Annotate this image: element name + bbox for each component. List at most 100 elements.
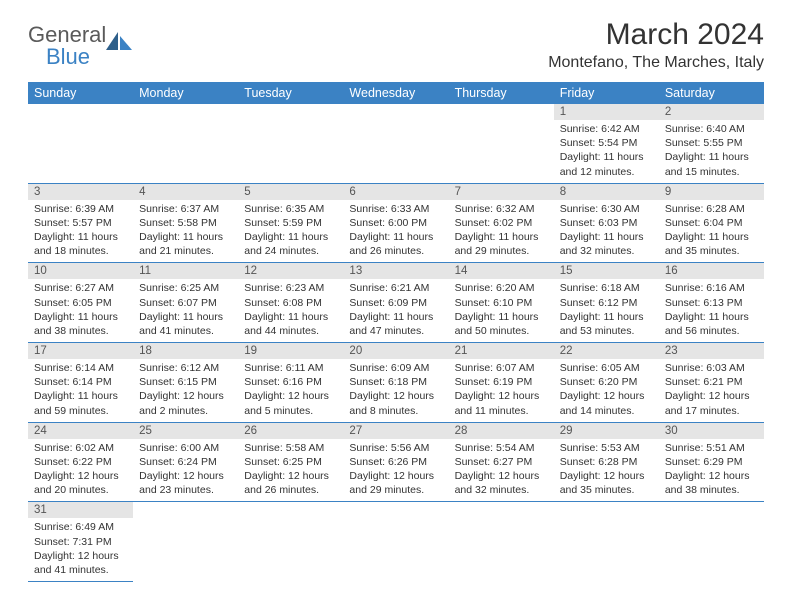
day-number: 21 (449, 343, 554, 359)
calendar-table: SundayMondayTuesdayWednesdayThursdayFrid… (28, 82, 764, 582)
day-number: 1 (554, 104, 659, 120)
day-info: Sunrise: 6:49 AMSunset: 7:31 PMDaylight:… (28, 518, 133, 581)
day-number: 25 (133, 423, 238, 439)
day-number: 10 (28, 263, 133, 279)
day-info: Sunrise: 5:54 AMSunset: 6:27 PMDaylight:… (449, 439, 554, 502)
day-info: Sunrise: 6:39 AMSunset: 5:57 PMDaylight:… (28, 200, 133, 263)
day-info: Sunrise: 6:18 AMSunset: 6:12 PMDaylight:… (554, 279, 659, 342)
day-number: 27 (343, 423, 448, 439)
day-info: Sunrise: 6:03 AMSunset: 6:21 PMDaylight:… (659, 359, 764, 422)
day-info: Sunrise: 5:56 AMSunset: 6:26 PMDaylight:… (343, 439, 448, 502)
day-number: 19 (238, 343, 343, 359)
day-number: 31 (28, 502, 133, 518)
day-number: 23 (659, 343, 764, 359)
logo-sail-icon (104, 30, 136, 52)
calendar-cell: 2Sunrise: 6:40 AMSunset: 5:55 PMDaylight… (659, 104, 764, 183)
calendar-cell: 1Sunrise: 6:42 AMSunset: 5:54 PMDaylight… (554, 104, 659, 183)
calendar-cell: 8Sunrise: 6:30 AMSunset: 6:03 PMDaylight… (554, 183, 659, 263)
calendar-cell: .. (659, 502, 764, 582)
calendar-cell: 13Sunrise: 6:21 AMSunset: 6:09 PMDayligh… (343, 263, 448, 343)
calendar-cell: .. (343, 104, 448, 183)
day-number: 5 (238, 184, 343, 200)
weekday-header: Friday (554, 82, 659, 104)
day-info: Sunrise: 5:51 AMSunset: 6:29 PMDaylight:… (659, 439, 764, 502)
calendar-cell: .. (133, 502, 238, 582)
day-number: 15 (554, 263, 659, 279)
day-number: 16 (659, 263, 764, 279)
calendar-cell: .. (238, 104, 343, 183)
calendar-cell: 11Sunrise: 6:25 AMSunset: 6:07 PMDayligh… (133, 263, 238, 343)
calendar-cell: 21Sunrise: 6:07 AMSunset: 6:19 PMDayligh… (449, 343, 554, 423)
calendar-cell: .. (449, 502, 554, 582)
calendar-row: 24Sunrise: 6:02 AMSunset: 6:22 PMDayligh… (28, 422, 764, 502)
day-number: 14 (449, 263, 554, 279)
day-info: Sunrise: 6:33 AMSunset: 6:00 PMDaylight:… (343, 200, 448, 263)
day-info: Sunrise: 6:02 AMSunset: 6:22 PMDaylight:… (28, 439, 133, 502)
calendar-cell: 12Sunrise: 6:23 AMSunset: 6:08 PMDayligh… (238, 263, 343, 343)
day-number: 30 (659, 423, 764, 439)
calendar-cell: 24Sunrise: 6:02 AMSunset: 6:22 PMDayligh… (28, 422, 133, 502)
calendar-cell: 31Sunrise: 6:49 AMSunset: 7:31 PMDayligh… (28, 502, 133, 582)
day-number: 29 (554, 423, 659, 439)
day-info: Sunrise: 6:32 AMSunset: 6:02 PMDaylight:… (449, 200, 554, 263)
calendar-cell: 30Sunrise: 5:51 AMSunset: 6:29 PMDayligh… (659, 422, 764, 502)
calendar-cell: 6Sunrise: 6:33 AMSunset: 6:00 PMDaylight… (343, 183, 448, 263)
calendar-cell: 22Sunrise: 6:05 AMSunset: 6:20 PMDayligh… (554, 343, 659, 423)
day-number: 6 (343, 184, 448, 200)
day-info: Sunrise: 6:23 AMSunset: 6:08 PMDaylight:… (238, 279, 343, 342)
calendar-cell: 3Sunrise: 6:39 AMSunset: 5:57 PMDaylight… (28, 183, 133, 263)
day-number: 11 (133, 263, 238, 279)
calendar-head: SundayMondayTuesdayWednesdayThursdayFrid… (28, 82, 764, 104)
day-info: Sunrise: 6:42 AMSunset: 5:54 PMDaylight:… (554, 120, 659, 183)
day-info: Sunrise: 6:05 AMSunset: 6:20 PMDaylight:… (554, 359, 659, 422)
calendar-cell: .. (133, 104, 238, 183)
day-info: Sunrise: 6:09 AMSunset: 6:18 PMDaylight:… (343, 359, 448, 422)
day-info: Sunrise: 6:16 AMSunset: 6:13 PMDaylight:… (659, 279, 764, 342)
calendar-cell: 17Sunrise: 6:14 AMSunset: 6:14 PMDayligh… (28, 343, 133, 423)
day-number: 24 (28, 423, 133, 439)
weekday-header: Wednesday (343, 82, 448, 104)
day-info: Sunrise: 6:40 AMSunset: 5:55 PMDaylight:… (659, 120, 764, 183)
calendar-cell: 14Sunrise: 6:20 AMSunset: 6:10 PMDayligh… (449, 263, 554, 343)
calendar-row: 3Sunrise: 6:39 AMSunset: 5:57 PMDaylight… (28, 183, 764, 263)
day-number: 8 (554, 184, 659, 200)
logo-word1: General (28, 24, 106, 46)
day-number: 26 (238, 423, 343, 439)
day-info: Sunrise: 5:58 AMSunset: 6:25 PMDaylight:… (238, 439, 343, 502)
day-number: 9 (659, 184, 764, 200)
weekday-header: Saturday (659, 82, 764, 104)
calendar-row: ..........1Sunrise: 6:42 AMSunset: 5:54 … (28, 104, 764, 183)
calendar-cell: 19Sunrise: 6:11 AMSunset: 6:16 PMDayligh… (238, 343, 343, 423)
day-info: Sunrise: 6:14 AMSunset: 6:14 PMDaylight:… (28, 359, 133, 422)
calendar-cell: 7Sunrise: 6:32 AMSunset: 6:02 PMDaylight… (449, 183, 554, 263)
day-info: Sunrise: 6:07 AMSunset: 6:19 PMDaylight:… (449, 359, 554, 422)
day-info: Sunrise: 6:35 AMSunset: 5:59 PMDaylight:… (238, 200, 343, 263)
calendar-row: 10Sunrise: 6:27 AMSunset: 6:05 PMDayligh… (28, 263, 764, 343)
weekday-header: Tuesday (238, 82, 343, 104)
day-info: Sunrise: 6:00 AMSunset: 6:24 PMDaylight:… (133, 439, 238, 502)
day-info: Sunrise: 6:37 AMSunset: 5:58 PMDaylight:… (133, 200, 238, 263)
day-info: Sunrise: 5:53 AMSunset: 6:28 PMDaylight:… (554, 439, 659, 502)
calendar-cell: 18Sunrise: 6:12 AMSunset: 6:15 PMDayligh… (133, 343, 238, 423)
calendar-cell: 23Sunrise: 6:03 AMSunset: 6:21 PMDayligh… (659, 343, 764, 423)
calendar-cell: 28Sunrise: 5:54 AMSunset: 6:27 PMDayligh… (449, 422, 554, 502)
calendar-cell: .. (554, 502, 659, 582)
day-info: Sunrise: 6:27 AMSunset: 6:05 PMDaylight:… (28, 279, 133, 342)
day-number: 4 (133, 184, 238, 200)
day-number: 2 (659, 104, 764, 120)
day-info: Sunrise: 6:30 AMSunset: 6:03 PMDaylight:… (554, 200, 659, 263)
day-number: 13 (343, 263, 448, 279)
calendar-cell: 27Sunrise: 5:56 AMSunset: 6:26 PMDayligh… (343, 422, 448, 502)
calendar-cell: 26Sunrise: 5:58 AMSunset: 6:25 PMDayligh… (238, 422, 343, 502)
logo: General Blue (28, 24, 136, 68)
weekday-header: Sunday (28, 82, 133, 104)
calendar-cell: 20Sunrise: 6:09 AMSunset: 6:18 PMDayligh… (343, 343, 448, 423)
weekday-header: Thursday (449, 82, 554, 104)
calendar-cell: 9Sunrise: 6:28 AMSunset: 6:04 PMDaylight… (659, 183, 764, 263)
calendar-body: .......... 1Sunrise: 6:42 AMSunset: 5:54 … (28, 104, 764, 582)
calendar-cell: 15Sunrise: 6:18 AMSunset: 6:12 PMDayligh… (554, 263, 659, 343)
day-info: Sunrise: 6:11 AMSunset: 6:16 PMDaylight:… (238, 359, 343, 422)
day-info: Sunrise: 6:12 AMSunset: 6:15 PMDaylight:… (133, 359, 238, 422)
calendar-cell: .. (343, 502, 448, 582)
day-number: 20 (343, 343, 448, 359)
